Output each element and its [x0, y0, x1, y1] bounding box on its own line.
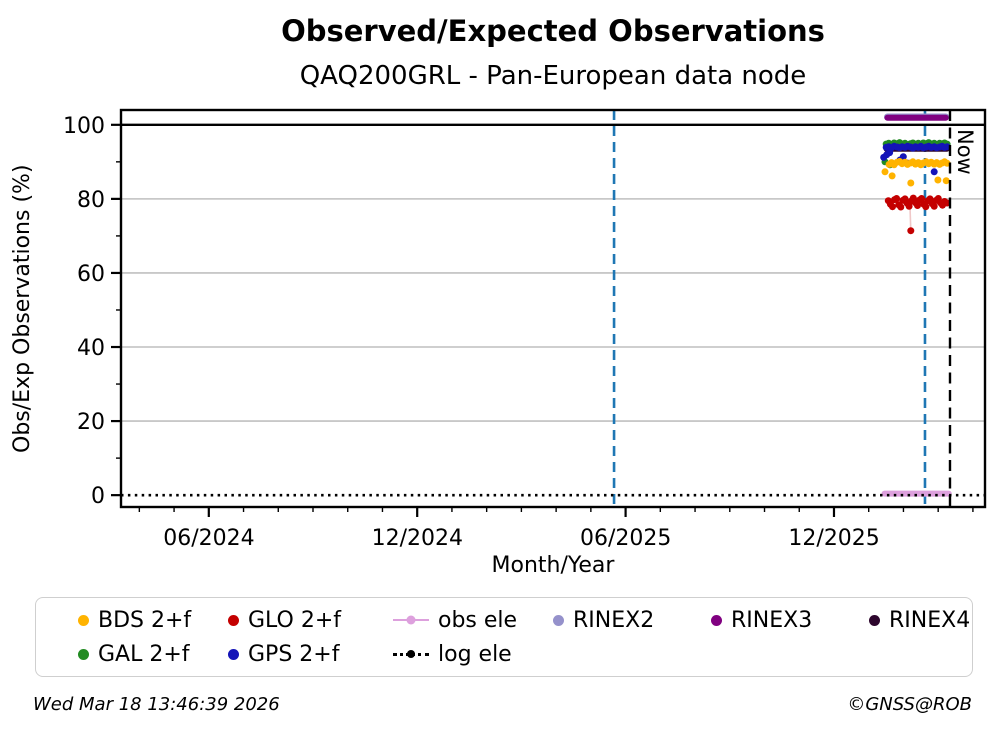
- chart-canvas: 06/2024 12/2024 06/2025 12/2025 0 20 40 60 80 100: [63, 108, 987, 551]
- legend-item-bds: BDS 2+f: [78, 608, 228, 633]
- legend-label-rinex2: RINEX2: [573, 607, 655, 633]
- svg-text:40: 40: [77, 336, 105, 361]
- rinex2-marker-icon: [553, 614, 564, 626]
- legend-item-log-ele: log ele: [393, 642, 553, 667]
- legend-item-obs-ele: obs ele: [393, 608, 553, 633]
- svg-text:06/2024: 06/2024: [163, 526, 254, 551]
- y-axis-label: Obs/Exp Observations (%): [10, 164, 35, 453]
- series-gps: [880, 142, 951, 176]
- series-glo-connector: [909, 206, 912, 231]
- legend-item-gps: GPS 2+f: [228, 642, 393, 667]
- gal-marker-icon: [78, 648, 89, 660]
- legend-label-log-ele: log ele: [438, 641, 512, 667]
- axis-ticks: 06/2024 12/2024 06/2025 12/2025 0 20 40 60 80 100: [63, 114, 974, 551]
- gps-marker-icon: [228, 648, 239, 660]
- y-gridlines: [121, 197, 985, 422]
- rinex4-marker-icon: [869, 614, 880, 626]
- legend-label-gps: GPS 2+f: [248, 641, 340, 667]
- svg-text:12/2025: 12/2025: [788, 526, 879, 551]
- legend-label-gal: GAL 2+f: [98, 641, 190, 667]
- copyright: ©GNSS@ROB: [847, 694, 972, 715]
- bds-marker-icon: [78, 614, 89, 626]
- chart-subtitle: QAQ200GRL - Pan-European data node: [299, 61, 807, 91]
- legend-label-bds: BDS 2+f: [98, 607, 192, 633]
- timestamp: Wed Mar 18 13:46:39 2026: [33, 694, 280, 715]
- legend-item-gal: GAL 2+f: [78, 642, 228, 667]
- svg-text:06/2025: 06/2025: [580, 526, 671, 551]
- legend-label-obs-ele: obs ele: [438, 607, 518, 633]
- log-ele-marker-icon: [393, 648, 429, 660]
- svg-text:12/2024: 12/2024: [372, 526, 463, 551]
- legend-label-rinex3: RINEX3: [731, 607, 813, 633]
- glo-marker-icon: [228, 614, 239, 626]
- svg-text:0: 0: [91, 484, 105, 509]
- legend: BDS 2+f GAL 2+f GLO 2+f GPS 2+f obs ele log e…: [35, 597, 973, 677]
- rinex3-marker-icon: [711, 614, 722, 626]
- legend-item-rinex4: RINEX4: [869, 608, 972, 633]
- legend-item-rinex3: RINEX3: [711, 608, 869, 633]
- svg-text:80: 80: [77, 188, 105, 213]
- page-title: Observed/Expected Observations: [281, 14, 825, 48]
- legend-label-glo: GLO 2+f: [248, 607, 342, 633]
- x-axis-label: Month/Year: [491, 553, 615, 578]
- legend-item-rinex2: RINEX2: [553, 608, 711, 633]
- series-bds: [881, 158, 951, 187]
- plot-frame: [119, 108, 987, 509]
- obs-ele-marker-icon: [393, 614, 429, 626]
- svg-text:20: 20: [77, 410, 105, 435]
- series-glo: [884, 194, 951, 235]
- svg-text:60: 60: [77, 262, 105, 287]
- svg-text:100: 100: [63, 114, 105, 139]
- legend-label-rinex4: RINEX4: [889, 607, 971, 633]
- now-annotation: Now: [953, 129, 977, 175]
- legend-item-glo: GLO 2+f: [228, 608, 393, 633]
